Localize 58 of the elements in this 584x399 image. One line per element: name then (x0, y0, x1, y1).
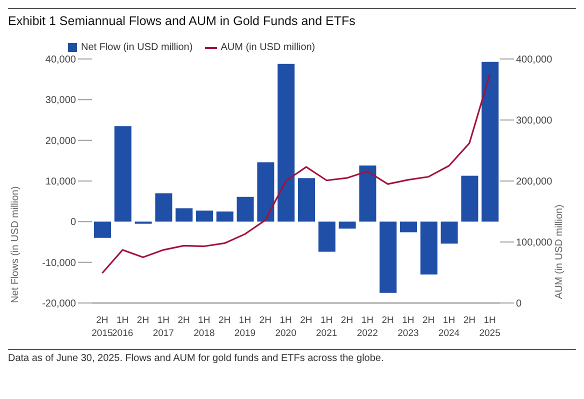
x-tick-label: 2H (382, 315, 394, 326)
bar (318, 222, 336, 252)
x-tick-label: 1H 2020 (275, 315, 296, 339)
bar (461, 176, 478, 222)
bar (482, 62, 499, 222)
y2-tick-label: 300,000 (516, 116, 553, 127)
y-tick-label: 30,000 (45, 95, 76, 106)
legend-label: AUM (in USD million) (220, 42, 316, 53)
y-tick-label: -20,000 (42, 298, 76, 310)
y-tick-label: 40,000 (45, 54, 76, 66)
y-tick-label: 10,000 (45, 176, 76, 188)
bar (196, 210, 213, 222)
line-series (101, 73, 491, 274)
x-tick-label: 1H 2022 (356, 315, 378, 339)
text: Data as of June 30, 2025. Flows and AUM for gold funds and ETFs across the globe. (8, 353, 385, 364)
y2-axis-title: AUM (in USD million) (554, 204, 565, 299)
legend-label: Net Flow (in USD million) (80, 42, 193, 53)
y-tick-label: 20,000 (45, 136, 76, 147)
x-tick-label: 1H 2025 (479, 315, 500, 339)
bar (155, 193, 172, 222)
x-tick-label: 1H 2023 (398, 315, 419, 339)
bar (278, 64, 295, 222)
x-tick-label: 2H (178, 315, 190, 326)
y-tick-label: 0 (70, 217, 76, 228)
bar (176, 208, 193, 222)
bar (94, 222, 111, 238)
x-tick-label: 2H (218, 315, 231, 326)
chart-title: Exhibit 1 Semiannual Flows and AUM in Gold Funds and ETFs (8, 8, 576, 28)
x-tick-label: 1H 2021 (316, 315, 338, 339)
bar (114, 126, 132, 222)
x-tick-label: 2H (259, 315, 272, 326)
x-tick-label: 1H 2018 (194, 315, 215, 339)
bar (359, 166, 376, 222)
x-tick-label: 2H 2015 (92, 315, 113, 339)
bar (380, 222, 397, 293)
bar (257, 162, 274, 222)
x-tick-label: 1H 2017 (152, 315, 174, 339)
y2-tick-label: 200,000 (516, 176, 553, 188)
bar (216, 212, 234, 222)
x-tick-label: 2H (136, 315, 150, 326)
x-tick-label: 1H 2019 (234, 315, 256, 339)
y2-tick-label: 400,000 (516, 54, 553, 66)
x-tick-label: 2H (340, 315, 354, 326)
bar (400, 222, 417, 232)
bar (338, 222, 356, 229)
x-tick-label: 1H 2024 (438, 315, 460, 339)
bar (298, 178, 315, 222)
x-tick-label: 1H 2016 (112, 315, 134, 339)
x-tick-label: 2H (422, 315, 435, 326)
bar (440, 222, 458, 244)
y-axis-title: Net Flows (in USD million) (10, 186, 21, 303)
y2-tick-label: 0 (516, 298, 522, 310)
bar (420, 222, 438, 275)
bar (236, 196, 254, 222)
y-tick-label: -10,000 (42, 258, 76, 269)
y2-tick-label: 100,000 (516, 238, 553, 249)
x-tick-label: 2H (300, 315, 312, 326)
x-tick-label: 2H (463, 315, 476, 326)
